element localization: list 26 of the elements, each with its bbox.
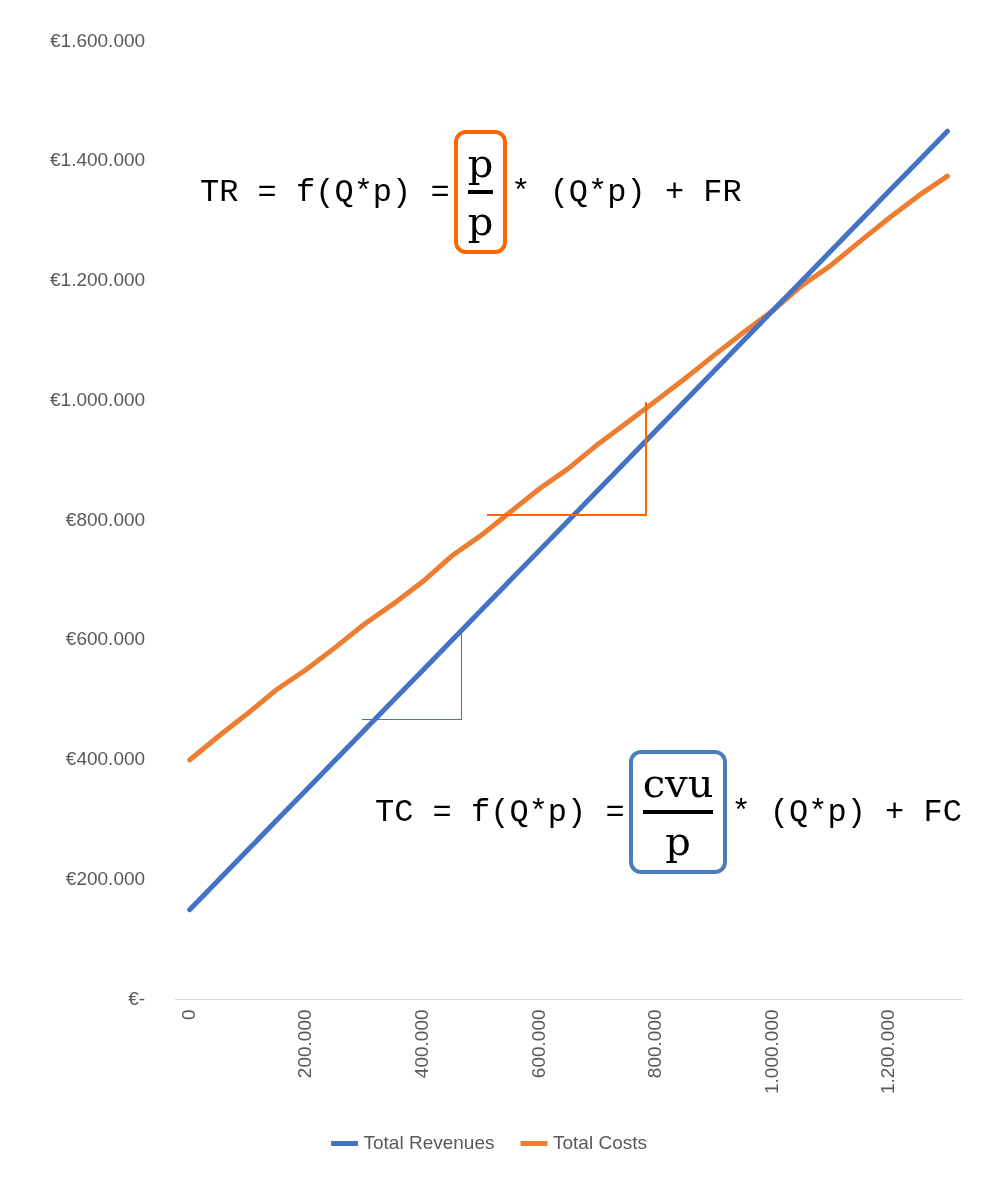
annotation: cvu [642,760,714,806]
y-tick-label: €1.600.000 [50,29,146,51]
annotation: p [467,140,494,186]
x-tick-label: 1.000.000 [760,1009,782,1095]
annotation: p [665,818,691,864]
annotation: * (Q*p) + FR [511,173,742,211]
x-tick-label: 600.000 [527,1009,549,1079]
y-tick-label: €400.000 [65,748,146,770]
y-tick-label: €1.000.000 [50,388,146,410]
legend-label: Total Revenues [363,1131,495,1153]
x-tick-label: 0 [177,1009,199,1021]
x-tick-label: 1.200.000 [877,1009,899,1095]
y-tick-label: €1.400.000 [50,149,146,171]
y-tick-label: €600.000 [65,628,146,650]
annotation: TR = f(Q*p) = [200,173,450,211]
x-tick-label: 200.000 [294,1009,316,1079]
x-tick-label: 400.000 [411,1009,433,1079]
annotation: p [467,198,494,244]
y-tick-label: €- [128,987,146,1009]
x-tick-label: 800.000 [644,1009,666,1079]
annotation: * (Q*p) + FC [731,793,962,831]
annotation: TC = f(Q*p) = [375,793,625,831]
y-tick-label: €800.000 [65,508,146,530]
y-tick-label: €200.000 [65,867,146,889]
legend-label: Total Costs [552,1131,647,1153]
y-tick-label: €1.200.000 [50,269,146,291]
